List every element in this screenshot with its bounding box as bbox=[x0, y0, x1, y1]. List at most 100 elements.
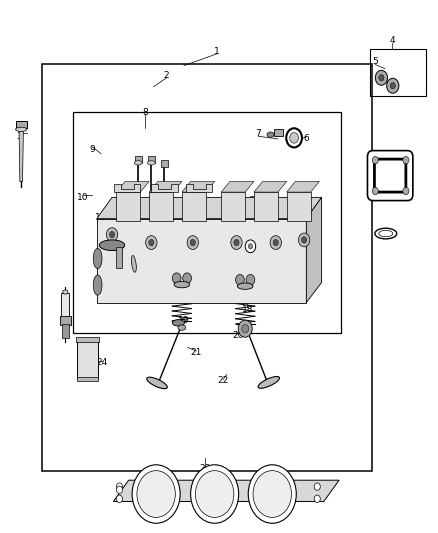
Ellipse shape bbox=[131, 255, 136, 272]
Polygon shape bbox=[182, 192, 206, 221]
Text: 8: 8 bbox=[142, 108, 148, 117]
Bar bbox=[274, 129, 283, 136]
Ellipse shape bbox=[93, 248, 102, 269]
Text: 11: 11 bbox=[95, 213, 106, 222]
Bar bbox=[135, 157, 142, 163]
Circle shape bbox=[375, 70, 388, 85]
Ellipse shape bbox=[147, 377, 167, 389]
Circle shape bbox=[286, 128, 302, 148]
Circle shape bbox=[248, 465, 296, 523]
Polygon shape bbox=[117, 192, 141, 221]
Circle shape bbox=[253, 471, 291, 518]
Text: 21: 21 bbox=[191, 348, 202, 357]
FancyBboxPatch shape bbox=[15, 121, 27, 128]
Polygon shape bbox=[97, 219, 306, 303]
Bar bbox=[370, 49, 426, 96]
Circle shape bbox=[314, 495, 320, 503]
Circle shape bbox=[403, 187, 409, 195]
Polygon shape bbox=[254, 192, 278, 221]
Circle shape bbox=[301, 237, 307, 243]
Circle shape bbox=[190, 239, 195, 246]
Circle shape bbox=[110, 231, 115, 238]
Circle shape bbox=[236, 274, 244, 285]
Ellipse shape bbox=[15, 127, 27, 132]
Polygon shape bbox=[254, 181, 287, 192]
Circle shape bbox=[106, 228, 118, 241]
Text: 23: 23 bbox=[199, 464, 211, 473]
Text: 6: 6 bbox=[304, 134, 309, 143]
Ellipse shape bbox=[379, 230, 393, 237]
Text: 4: 4 bbox=[389, 36, 395, 45]
Text: 25: 25 bbox=[60, 316, 71, 325]
Bar bbox=[161, 160, 168, 166]
Bar bbox=[73, 112, 341, 333]
Polygon shape bbox=[287, 192, 311, 221]
Bar bbox=[76, 337, 99, 342]
Circle shape bbox=[117, 486, 123, 494]
Circle shape bbox=[187, 236, 198, 249]
Circle shape bbox=[246, 274, 255, 285]
Bar bbox=[42, 64, 372, 471]
Circle shape bbox=[372, 157, 378, 164]
Polygon shape bbox=[97, 197, 321, 219]
Circle shape bbox=[403, 157, 409, 164]
Circle shape bbox=[132, 465, 180, 523]
Circle shape bbox=[387, 78, 399, 93]
Ellipse shape bbox=[174, 281, 190, 288]
Ellipse shape bbox=[178, 325, 186, 330]
Circle shape bbox=[117, 483, 123, 490]
Ellipse shape bbox=[258, 376, 279, 388]
Polygon shape bbox=[221, 192, 245, 221]
Circle shape bbox=[149, 239, 154, 246]
Bar bbox=[77, 376, 98, 381]
Circle shape bbox=[390, 83, 396, 89]
Ellipse shape bbox=[134, 161, 142, 165]
Circle shape bbox=[298, 233, 310, 247]
Text: 3: 3 bbox=[16, 132, 22, 141]
Text: 5: 5 bbox=[372, 58, 378, 66]
Circle shape bbox=[117, 495, 123, 503]
Text: 7: 7 bbox=[255, 129, 261, 138]
Text: 17: 17 bbox=[187, 282, 198, 291]
Polygon shape bbox=[221, 181, 254, 192]
Bar bbox=[117, 247, 122, 268]
Polygon shape bbox=[287, 181, 319, 192]
Ellipse shape bbox=[99, 240, 125, 251]
Text: 22: 22 bbox=[218, 376, 229, 385]
Polygon shape bbox=[151, 184, 177, 192]
Circle shape bbox=[195, 471, 234, 518]
Circle shape bbox=[191, 465, 239, 523]
Text: 1: 1 bbox=[214, 47, 220, 55]
Bar bbox=[77, 340, 98, 378]
Polygon shape bbox=[19, 130, 23, 181]
Circle shape bbox=[314, 483, 320, 490]
Circle shape bbox=[245, 240, 256, 253]
Text: 16: 16 bbox=[265, 278, 276, 287]
Circle shape bbox=[146, 236, 157, 249]
Polygon shape bbox=[149, 192, 173, 221]
Polygon shape bbox=[114, 184, 141, 192]
Circle shape bbox=[231, 236, 242, 249]
Polygon shape bbox=[149, 181, 182, 192]
FancyBboxPatch shape bbox=[367, 151, 413, 200]
Polygon shape bbox=[306, 197, 321, 303]
Circle shape bbox=[172, 273, 181, 284]
Ellipse shape bbox=[63, 290, 68, 294]
Bar bbox=[148, 157, 155, 163]
Bar bbox=[61, 293, 69, 319]
Ellipse shape bbox=[375, 228, 397, 239]
Text: 18: 18 bbox=[242, 304, 253, 313]
Text: 12: 12 bbox=[124, 209, 135, 218]
Text: 2: 2 bbox=[164, 70, 170, 79]
Circle shape bbox=[183, 273, 191, 284]
Ellipse shape bbox=[93, 275, 102, 295]
Text: 10: 10 bbox=[77, 193, 88, 202]
Text: 13: 13 bbox=[253, 193, 264, 202]
Polygon shape bbox=[117, 181, 149, 192]
Polygon shape bbox=[186, 184, 212, 192]
Circle shape bbox=[270, 236, 282, 249]
FancyBboxPatch shape bbox=[374, 159, 406, 192]
Ellipse shape bbox=[267, 132, 274, 138]
Text: 9: 9 bbox=[89, 145, 95, 154]
Circle shape bbox=[273, 239, 279, 246]
